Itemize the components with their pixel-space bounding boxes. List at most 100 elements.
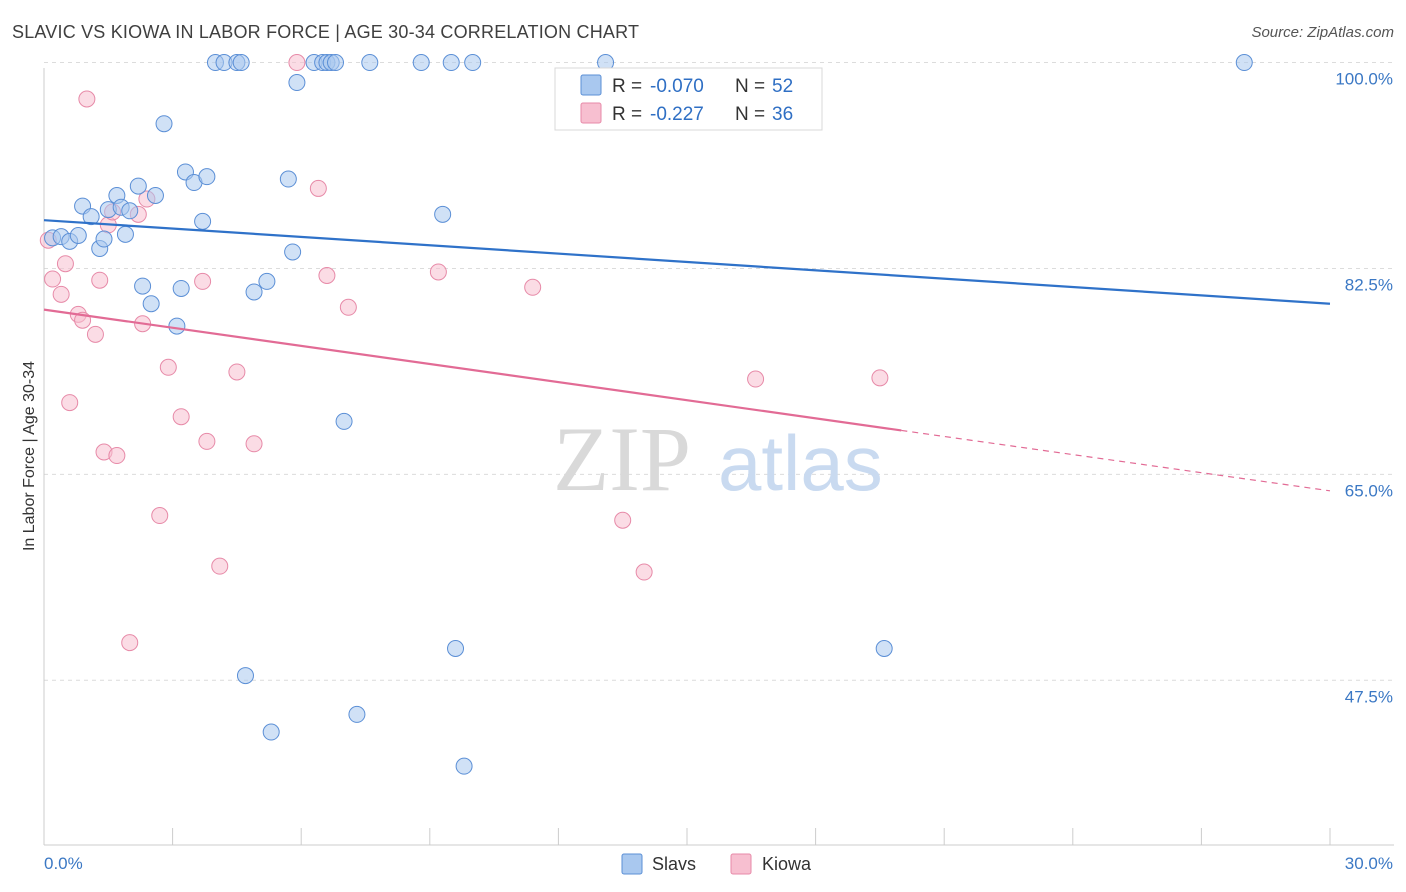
axes xyxy=(43,68,1394,846)
kiowa-point xyxy=(871,369,889,387)
kiowa-point xyxy=(86,325,104,343)
slavs-point xyxy=(155,115,173,133)
slavs-point xyxy=(232,54,250,72)
series-legend-slavs-label: Slavs xyxy=(652,854,696,874)
kiowa-point xyxy=(429,263,447,281)
slavs-point xyxy=(455,757,473,775)
series-legend-kiowa-label: Kiowa xyxy=(762,854,812,874)
grid-lines xyxy=(44,62,1394,681)
series-legend: Slavs Kiowa xyxy=(621,853,812,875)
slavs-point xyxy=(121,202,139,220)
kiowa-point xyxy=(159,358,177,376)
slavs-point xyxy=(134,277,152,295)
legend-kiowa-r-label: R = xyxy=(612,104,642,125)
kiowa-point xyxy=(288,54,306,72)
slavs-point xyxy=(284,243,302,261)
slavs-point xyxy=(82,208,100,226)
slavs-point xyxy=(434,205,452,223)
slavs-point xyxy=(245,283,263,301)
watermark: ZIP atlas xyxy=(553,408,883,510)
kiowa-point xyxy=(339,298,357,316)
kiowa-point xyxy=(91,271,109,289)
source-credit: Source: ZipAtlas.com xyxy=(1251,24,1394,41)
series-legend-slavs-swatch xyxy=(621,853,643,875)
kiowa-point xyxy=(198,432,216,450)
x-tick-label: 0.0% xyxy=(44,854,83,873)
y-tick-label: 100.0% xyxy=(1335,70,1393,89)
slavs-point xyxy=(236,667,254,685)
slavs-point xyxy=(194,212,212,230)
slavs-point xyxy=(326,54,344,72)
kiowa-points xyxy=(39,54,889,652)
slavs-trend-line xyxy=(43,219,1331,305)
slavs-point xyxy=(116,225,134,243)
y-tick-label: 82.5% xyxy=(1345,275,1393,294)
slavs-point xyxy=(464,54,482,72)
trend-lines xyxy=(43,219,1331,492)
slavs-point xyxy=(875,640,893,658)
kiowa-point xyxy=(309,179,327,197)
kiowa-point xyxy=(245,435,263,453)
kiowa-point xyxy=(524,278,542,296)
legend-slavs-swatch xyxy=(580,74,602,96)
slavs-point xyxy=(1235,54,1253,72)
x-ticks xyxy=(172,828,1331,845)
correlation-legend: R = -0.070 N = 52 R = -0.227 N = 36 xyxy=(554,67,823,131)
kiowa-point xyxy=(108,447,126,465)
slavs-point xyxy=(262,723,280,741)
slavs-point xyxy=(95,230,113,248)
kiowa-point xyxy=(172,408,190,426)
x-tick-label: 30.0% xyxy=(1345,854,1393,873)
legend-kiowa-r-value: -0.227 xyxy=(650,104,704,125)
slavs-point xyxy=(198,168,216,186)
kiowa-point xyxy=(747,370,765,388)
kiowa-point xyxy=(318,267,336,285)
slavs-point xyxy=(447,640,465,658)
slavs-point xyxy=(142,295,160,313)
y-tick-label: 47.5% xyxy=(1345,687,1393,706)
slavs-point xyxy=(69,226,87,244)
kiowa-point xyxy=(61,394,79,412)
kiowa-point xyxy=(228,363,246,381)
slavs-point xyxy=(442,54,460,72)
kiowa-point xyxy=(194,272,212,290)
legend-slavs-n-value: 52 xyxy=(772,76,793,97)
kiowa-point xyxy=(56,255,74,273)
slavs-point xyxy=(348,705,366,723)
slavs-points xyxy=(44,54,1253,775)
slavs-point xyxy=(146,186,164,204)
chart-title: SLAVIC VS KIOWA IN LABOR FORCE | AGE 30-… xyxy=(12,22,640,42)
slavs-point xyxy=(288,74,306,92)
slavs-point xyxy=(279,170,297,188)
kiowa-point xyxy=(121,634,139,652)
watermark-atlas: atlas xyxy=(718,419,883,507)
watermark-zip: ZIP xyxy=(553,408,691,510)
slavs-point xyxy=(412,54,430,72)
legend-kiowa-n-value: 36 xyxy=(772,104,793,125)
kiowa-trend-line xyxy=(43,308,902,432)
kiowa-point xyxy=(151,507,169,525)
slavs-point xyxy=(335,412,353,430)
slavs-point xyxy=(361,54,379,72)
slavs-point xyxy=(168,317,186,335)
kiowa-point xyxy=(44,270,62,288)
kiowa-point xyxy=(78,90,96,108)
legend-slavs-r-label: R = xyxy=(612,76,642,97)
slavs-point xyxy=(172,279,190,297)
y-axis-label: In Labor Force | Age 30-34 xyxy=(21,361,38,551)
legend-slavs-r-value: -0.070 xyxy=(650,76,704,97)
slavs-point xyxy=(258,272,276,290)
legend-slavs-n-label: N = xyxy=(735,76,765,97)
kiowa-point xyxy=(614,511,632,529)
kiowa-point xyxy=(635,563,653,581)
kiowa-point xyxy=(52,285,70,303)
series-legend-kiowa-swatch xyxy=(730,853,752,875)
y-tick-label: 65.0% xyxy=(1345,481,1393,500)
slavs-point xyxy=(129,177,147,195)
kiowa-point xyxy=(211,557,229,575)
x-tick-labels: 0.0% 30.0% xyxy=(44,854,1393,873)
legend-kiowa-n-label: N = xyxy=(735,104,765,125)
kiowa-trend-extension xyxy=(901,429,1331,492)
y-tick-labels: 100.0% 82.5% 65.0% 47.5% xyxy=(1335,70,1393,707)
